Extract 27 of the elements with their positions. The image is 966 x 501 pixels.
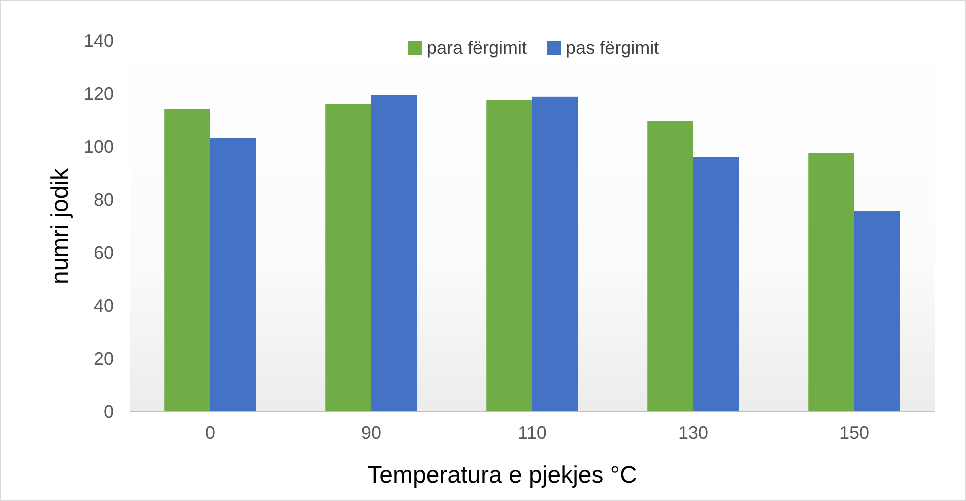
bar: [532, 96, 578, 412]
bar: [164, 109, 210, 412]
x-tick-label: 90: [361, 422, 382, 443]
y-tick-label: 60: [94, 242, 114, 263]
y-tick-label: 80: [94, 190, 114, 210]
bar: [210, 138, 256, 412]
bar: [854, 211, 900, 412]
x-tick-label: 130: [678, 422, 709, 443]
legend-label: pas fërgimit: [566, 38, 660, 58]
y-axis-title: numri jodik: [47, 167, 74, 285]
x-tick-label: 110: [518, 422, 547, 443]
x-tick-label: 150: [839, 422, 870, 443]
bar: [326, 104, 372, 412]
bar: [808, 153, 854, 412]
y-tick-label: 0: [104, 402, 114, 422]
x-axis-title: Temperatura e pjekjes °C: [368, 462, 638, 489]
y-tick-label: 20: [94, 348, 114, 369]
bar: [694, 157, 740, 412]
x-tick-label: 0: [205, 422, 216, 443]
y-tick-label: 120: [84, 84, 114, 104]
bar: [372, 95, 418, 412]
y-tick-label: 140: [84, 30, 114, 51]
bar: [648, 121, 694, 412]
y-tick-label: 40: [94, 296, 114, 316]
y-tick-label: 100: [84, 136, 114, 157]
legend-label: para fërgimit: [427, 38, 528, 58]
bar: [486, 100, 532, 412]
